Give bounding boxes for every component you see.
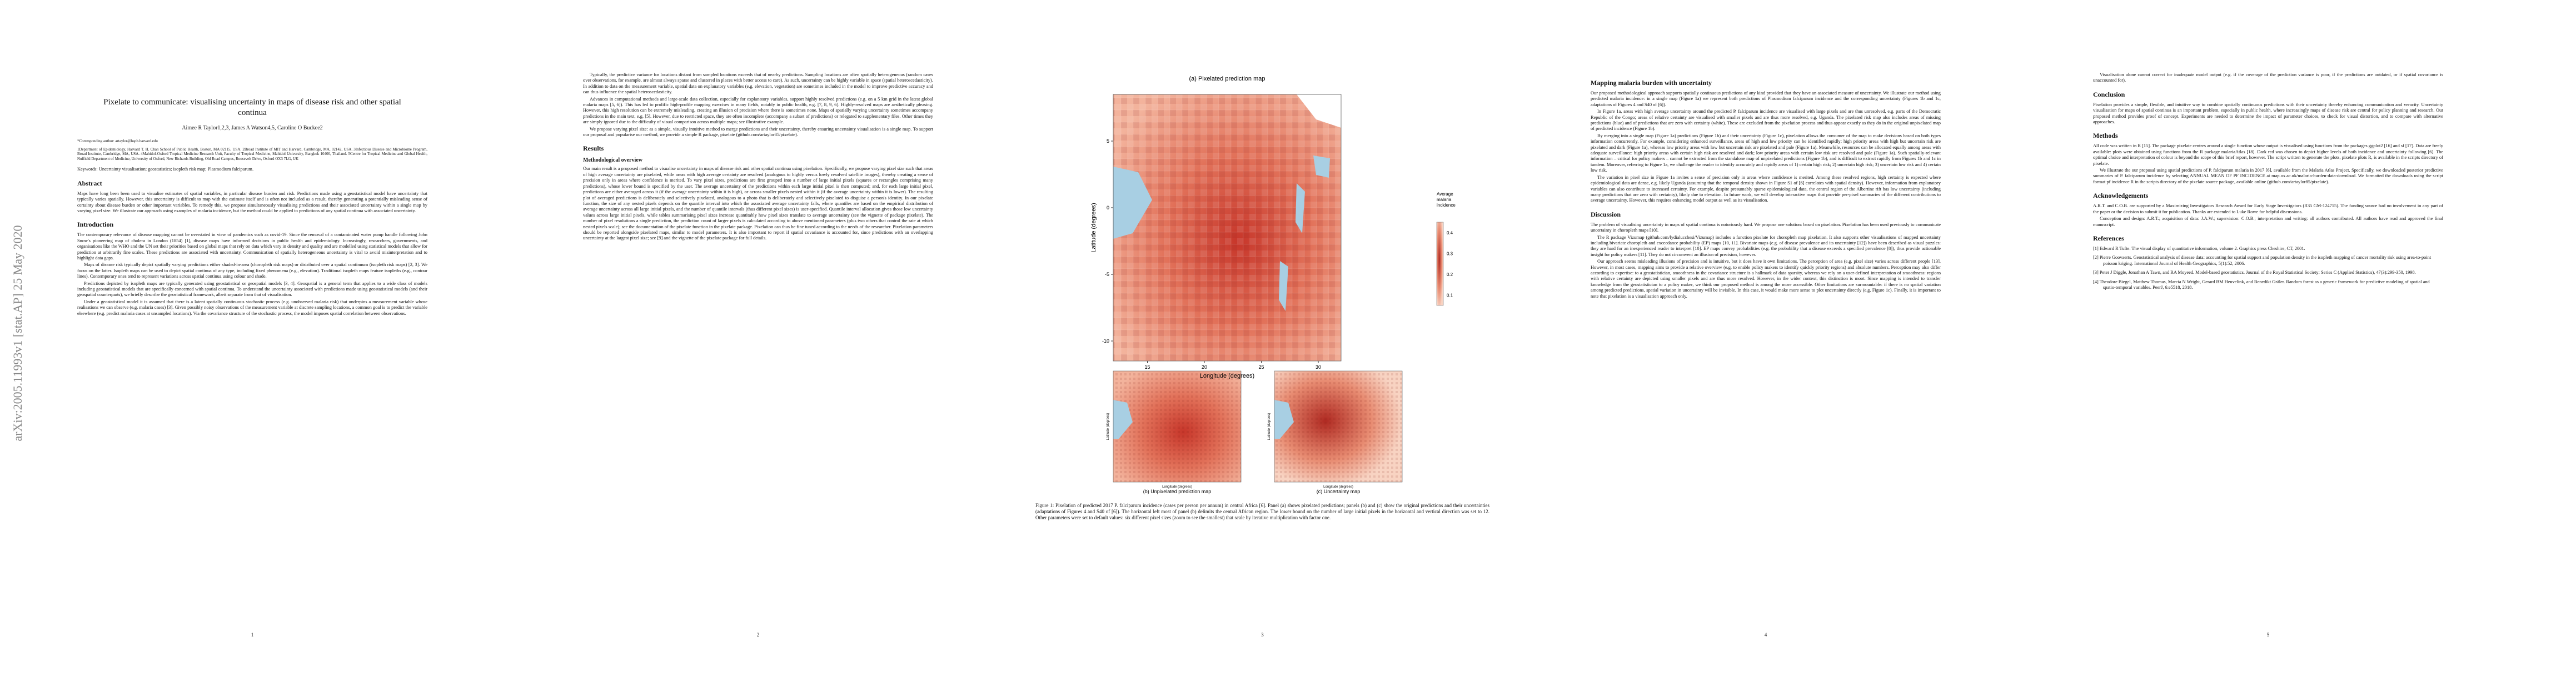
page-number: 3 [1261, 632, 1264, 638]
section-heading: Results [583, 144, 604, 153]
page-body: Visualisation alone cannot correct for i… [2093, 72, 2443, 672]
y-tick-label: -5 [1105, 272, 1109, 277]
x-tick-label: 15 [1144, 364, 1150, 370]
page: Mapping malaria burden with uncertainty O… [1591, 0, 1941, 666]
paragraph: Advances in computational methods and la… [583, 96, 933, 125]
paragraph: Maps of disease risk typically depict sp… [77, 262, 427, 279]
map-c [1274, 370, 1403, 483]
map-a [1113, 94, 1342, 362]
page-number: 2 [756, 632, 760, 638]
paragraph: By merging into a single map (Figure 1a)… [1591, 133, 1941, 173]
x-tick-label: 20 [1202, 364, 1207, 370]
map-b [1113, 370, 1242, 483]
paragraph: Conception and design: A.R.T.; acquisiti… [2093, 216, 2443, 227]
paragraph: The contemporary relevance of disease ma… [77, 232, 427, 261]
legend-tick-label: 0.1 [1447, 293, 1453, 298]
x-axis-label: Longitude (degrees) [1162, 485, 1192, 489]
paragraph: A.R.T. and C.O.B. are supported by a Max… [2093, 203, 2443, 214]
y-tick-label: -10 [1102, 338, 1109, 344]
page-number: 5 [2266, 632, 2270, 638]
panel-caption: (b) Unpixelated prediction map [1143, 489, 1212, 494]
section-heading: References [2093, 234, 2124, 242]
paragraph: Visualisation alone cannot correct for i… [2093, 72, 2443, 83]
arxiv-stamp: arXiv:2005.11993v1 [stat.AP] 25 May 2020 [11, 225, 24, 442]
subsection-heading: Methodological overview [583, 157, 642, 164]
page: Pixelate to communicate: visualising unc… [77, 0, 427, 666]
page-number: 1 [251, 632, 254, 638]
section-heading: Mapping malaria burden with uncertainty [1591, 79, 1712, 87]
paragraph: All code was written in R [15]. The pack… [2093, 143, 2443, 166]
section-heading: Methods [2093, 132, 2118, 140]
section-heading: Conclusion [2093, 90, 2125, 98]
figure: (a) Pixelated prediction map (b) Unpixela… [1090, 76, 1456, 494]
footnote: 1Department of Epidemiology, Harvard T. … [77, 147, 427, 161]
panel-caption: (a) Pixelated prediction map [1189, 76, 1265, 82]
x-axis-label: Longitude (degrees) [1200, 373, 1254, 379]
paragraph: Predictions depicted by isopleth maps ar… [77, 280, 427, 298]
page-body: Mapping malaria burden with uncertainty O… [1591, 72, 1941, 672]
section-heading: Introduction [77, 220, 114, 229]
panel-caption: (c) Uncertainty map [1317, 489, 1361, 494]
paragraph: We propose varying pixel size: as a simp… [583, 126, 933, 138]
legend-tick-label: 0.2 [1447, 272, 1453, 277]
x-axis-label: Longitude (degrees) [1323, 485, 1353, 489]
page: (a) Pixelated prediction map (b) Unpixela… [1035, 0, 1489, 666]
page-number: 4 [1764, 632, 1767, 638]
section-heading: Discussion [1591, 210, 1621, 218]
legend-tick-label: 0.3 [1447, 251, 1453, 256]
legend-tick-label: 0.4 [1447, 230, 1453, 235]
paragraph: The variation in pixel size in Figure 1a… [1591, 174, 1941, 203]
x-tick-label: 25 [1258, 364, 1264, 370]
paragraph: Maps have long been been used to visuali… [77, 190, 427, 213]
reference: [1] Edward R Tufte. The visual display o… [2093, 245, 2305, 251]
reference: [3] Peter J Diggle, Jonathan A Tawn, and… [2093, 270, 2416, 275]
page: Typically, the predictive variance for l… [583, 0, 933, 666]
paragraph: Typically, the predictive variance for l… [583, 72, 933, 95]
y-tick-label: 0 [1107, 205, 1109, 210]
y-axis-label: Latitude (degrees) [1268, 413, 1271, 440]
paragraph: Pixelation provides a simple, flexible, … [2093, 102, 2443, 125]
paragraph: In Figure 1a, areas with high average un… [1591, 109, 1941, 132]
paragraph: Our approach seems misleading illusions … [1591, 259, 1941, 299]
reference: [4] Theodore Biegel, Matthew Thomas, Mar… [2093, 279, 2430, 290]
paragraph: The R package Vizumap (github.com/lydial… [1591, 234, 1941, 257]
reference: [2] Pierre Goovaerts. Geostatistical ana… [2093, 255, 2431, 266]
paragraph: Our main result is a proposed method to … [583, 166, 933, 241]
section-heading: Abstract [77, 179, 102, 187]
legend-colorbar [1436, 222, 1444, 306]
x-tick-label: 30 [1316, 364, 1321, 370]
legend-title: Average malaria incidence [1437, 192, 1456, 208]
paragraph: We illustrate the our proposal using spa… [2093, 168, 2443, 184]
page-body: Typically, the predictive variance for l… [583, 72, 933, 672]
paragraph: Our proposed methodological approach sup… [1591, 91, 1941, 107]
paragraph: Under a geostatistical model it is assum… [77, 299, 427, 316]
y-tick-label: 5 [1107, 138, 1109, 144]
paper-title: Pixelate to communicate: visualising unc… [103, 98, 401, 117]
keywords: Keywords: Uncertainty visualisation; geo… [77, 167, 254, 172]
page: Visualisation alone cannot correct for i… [2093, 0, 2443, 666]
authors: Aimee R Taylor1,2,3, James A Watson4,5, … [182, 125, 323, 131]
footnote: *Corresponding author: artaylor@hsph.har… [77, 139, 158, 143]
y-axis-label: Latitude (degrees) [1107, 413, 1110, 440]
document: { "arxiv_stamp": "arXiv:2005.11993v1 [st… [11, 0, 2443, 666]
figure-caption: Figure 1: Pixelation of predicted 2017 P… [1035, 503, 1489, 520]
section-heading: Acknowledgements [2093, 192, 2149, 200]
paragraph: The problem of visualising uncertainty i… [1591, 222, 1941, 233]
page-body: Pixelate to communicate: visualising unc… [77, 97, 427, 697]
y-axis-label: Latitude (degrees) [1090, 203, 1097, 252]
